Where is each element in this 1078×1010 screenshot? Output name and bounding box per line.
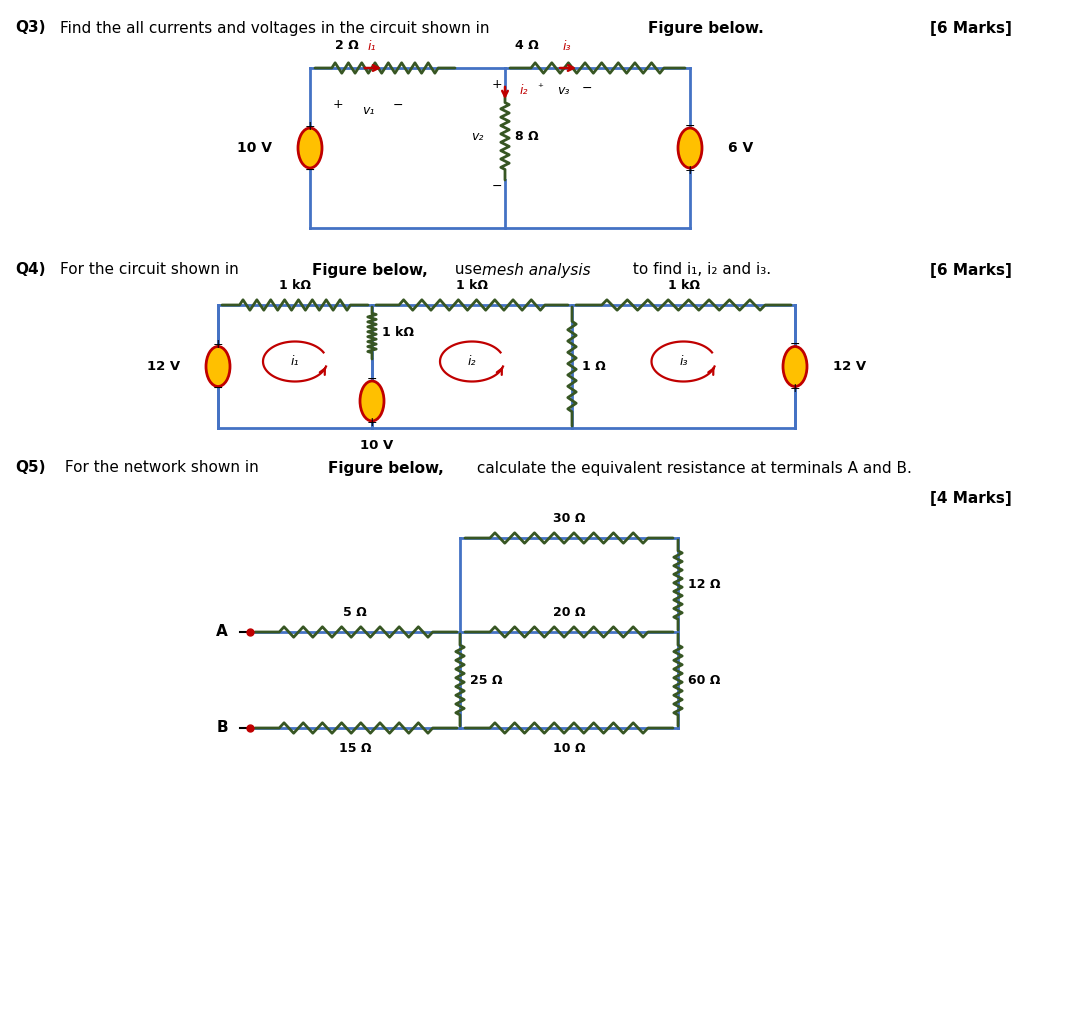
- Text: i₃: i₃: [563, 40, 571, 53]
- Text: −: −: [790, 338, 800, 351]
- Text: v₂: v₂: [471, 129, 483, 142]
- Text: 1 kΩ: 1 kΩ: [279, 279, 310, 292]
- Ellipse shape: [206, 346, 230, 387]
- Text: −: −: [305, 164, 315, 177]
- Text: +: +: [790, 382, 800, 395]
- Text: −: −: [392, 99, 403, 111]
- Text: Find the all currents and voltages in the circuit shown in: Find the all currents and voltages in th…: [60, 20, 495, 35]
- Text: +: +: [333, 99, 343, 111]
- Text: i₁: i₁: [368, 40, 376, 53]
- Text: 2 Ω: 2 Ω: [335, 39, 359, 52]
- Text: 8 Ω: 8 Ω: [515, 129, 539, 142]
- Text: calculate the equivalent resistance at terminals A and B.: calculate the equivalent resistance at t…: [472, 461, 912, 476]
- Text: +: +: [212, 338, 223, 351]
- Text: For the network shown in: For the network shown in: [60, 461, 264, 476]
- Text: 20 Ω: 20 Ω: [553, 606, 585, 619]
- Text: [6 Marks]: [6 Marks]: [930, 20, 1012, 35]
- Text: +: +: [305, 119, 315, 132]
- Text: Figure below,: Figure below,: [312, 263, 428, 278]
- Text: 30 Ω: 30 Ω: [553, 512, 585, 525]
- Text: 10 V: 10 V: [360, 439, 393, 452]
- Text: 1 Ω: 1 Ω: [582, 360, 606, 373]
- Text: v₃: v₃: [557, 84, 569, 97]
- Text: i₃: i₃: [679, 355, 688, 368]
- Text: −: −: [685, 119, 695, 132]
- Text: For the circuit shown in: For the circuit shown in: [60, 263, 244, 278]
- Text: 12 V: 12 V: [147, 360, 180, 373]
- Text: −: −: [492, 180, 502, 193]
- Text: 1 kΩ: 1 kΩ: [456, 279, 488, 292]
- Text: Q3): Q3): [15, 20, 45, 35]
- Text: 25 Ω: 25 Ω: [470, 674, 502, 687]
- Text: −: −: [582, 82, 592, 95]
- Text: 1 kΩ: 1 kΩ: [382, 326, 414, 339]
- Text: 4 Ω: 4 Ω: [515, 39, 539, 52]
- Ellipse shape: [298, 128, 322, 168]
- Text: 12 Ω: 12 Ω: [688, 579, 720, 592]
- Text: v₁: v₁: [362, 103, 374, 116]
- Text: 5 Ω: 5 Ω: [343, 606, 367, 619]
- Text: +: +: [492, 78, 502, 91]
- Ellipse shape: [678, 128, 702, 168]
- Text: +: +: [367, 416, 377, 429]
- Text: 15 Ω: 15 Ω: [338, 742, 371, 755]
- Text: Q4): Q4): [15, 263, 45, 278]
- Text: i₁: i₁: [291, 355, 300, 368]
- Text: 1 kΩ: 1 kΩ: [667, 279, 700, 292]
- Text: ⁺: ⁺: [537, 83, 543, 93]
- Text: A: A: [216, 624, 227, 639]
- Text: −: −: [367, 373, 377, 386]
- Ellipse shape: [360, 381, 384, 421]
- Text: Q5): Q5): [15, 461, 45, 476]
- Text: B: B: [217, 720, 227, 735]
- Text: mesh analysis: mesh analysis: [482, 263, 591, 278]
- Text: 10 V: 10 V: [237, 141, 272, 155]
- Text: i₂: i₂: [520, 84, 528, 97]
- Text: Figure below.: Figure below.: [648, 20, 763, 35]
- Text: use: use: [450, 263, 487, 278]
- Text: 60 Ω: 60 Ω: [688, 674, 720, 687]
- Text: +: +: [685, 164, 695, 177]
- Text: [4 Marks]: [4 Marks]: [930, 491, 1012, 505]
- Text: i₂: i₂: [468, 355, 476, 368]
- Text: Figure below,: Figure below,: [328, 461, 444, 476]
- Text: 6 V: 6 V: [728, 141, 754, 155]
- Ellipse shape: [783, 346, 807, 387]
- Text: to find i₁, i₂ and i₃.: to find i₁, i₂ and i₃.: [628, 263, 771, 278]
- Text: 12 V: 12 V: [833, 360, 866, 373]
- Text: 10 Ω: 10 Ω: [553, 742, 585, 755]
- Text: [6 Marks]: [6 Marks]: [930, 263, 1012, 278]
- Text: −: −: [212, 382, 223, 395]
